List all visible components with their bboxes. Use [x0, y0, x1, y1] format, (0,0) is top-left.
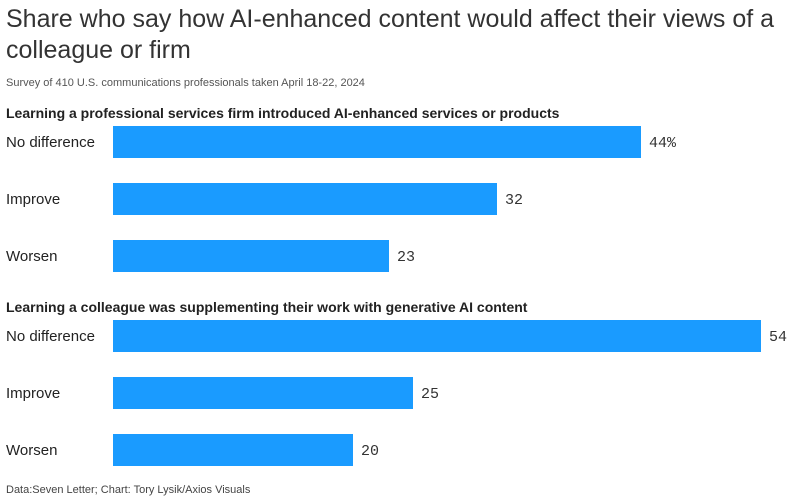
value-label-group1-improve: 32: [505, 192, 523, 209]
category-label-improve: Improve: [6, 191, 60, 208]
bar-group2-no-difference: [113, 320, 761, 352]
value-label-group2-no-difference: 54: [769, 329, 787, 346]
bar-group2-worsen: [113, 434, 353, 466]
category-label-no-difference: No difference: [6, 134, 95, 151]
chart-source: Data:Seven Letter; Chart: Tory Lysik/Axi…: [6, 484, 251, 496]
category-label-worsen: Worsen: [6, 248, 57, 265]
category-label-improve: Improve: [6, 385, 60, 402]
value-label-group1-no-difference: 44%: [649, 135, 677, 152]
bar-group1-worsen: [113, 240, 389, 272]
group-title-1: Learning a professional services firm in…: [6, 105, 560, 121]
category-label-no-difference: No difference: [6, 328, 95, 345]
bar-group1-improve: [113, 183, 497, 215]
value-label-group2-worsen: 20: [361, 443, 379, 460]
category-label-worsen: Worsen: [6, 442, 57, 459]
chart-title: Share who say how AI-enhanced content wo…: [6, 5, 775, 64]
value-label-group2-improve: 25: [421, 386, 439, 403]
group-title-2: Learning a colleague was supplementing t…: [6, 299, 528, 315]
bar-group2-improve: [113, 377, 413, 409]
chart-subtitle: Survey of 410 U.S. communications profes…: [6, 77, 365, 89]
bar-group1-no-difference: [113, 126, 641, 158]
value-label-group1-worsen: 23: [397, 249, 415, 266]
